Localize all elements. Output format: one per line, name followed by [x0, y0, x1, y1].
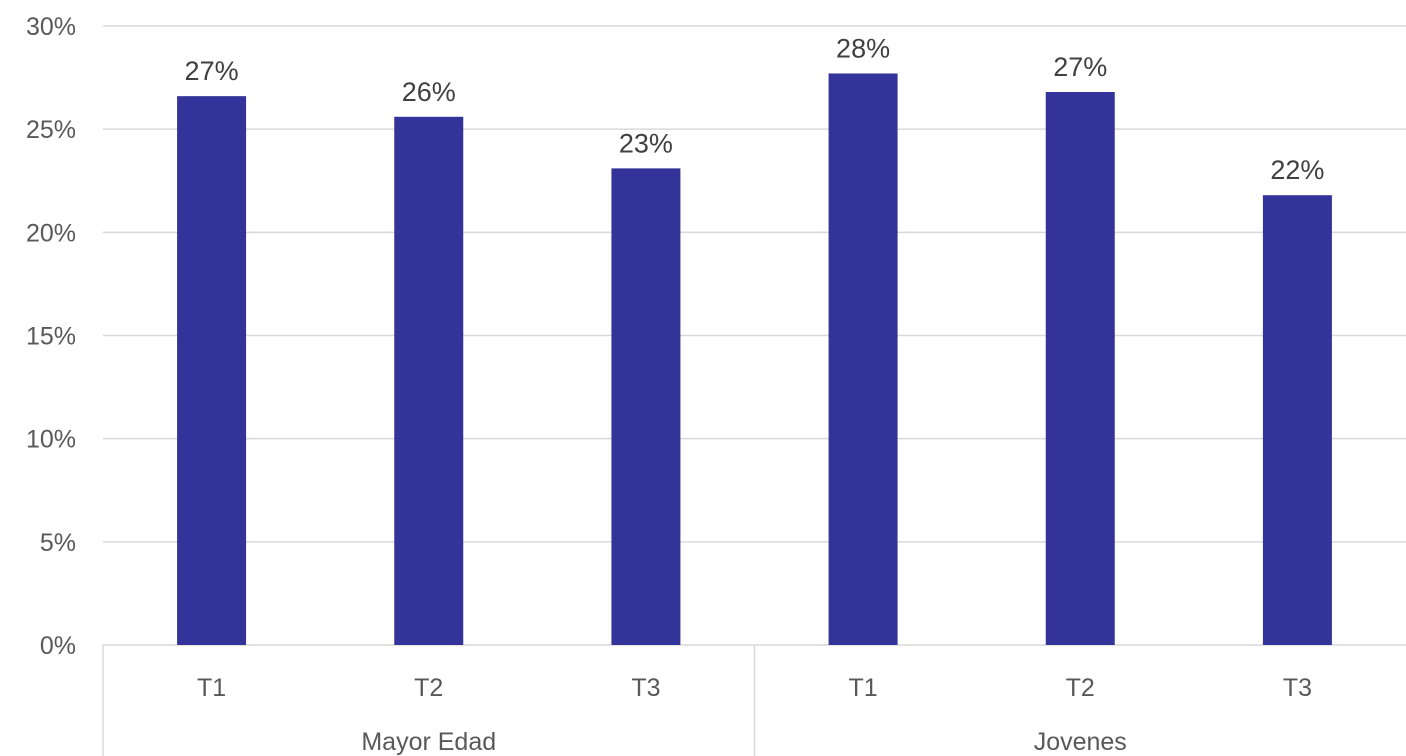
data-label: 22%	[1270, 155, 1324, 185]
x-axis: T1 T2 T3 Mayor Edad T1 T2 T3 Jovenes	[102, 645, 1312, 756]
x-category-label: T1	[197, 674, 226, 702]
data-label: 27%	[1053, 52, 1107, 82]
data-label: 28%	[836, 33, 890, 63]
bar-t3-group-2	[1262, 195, 1332, 645]
x-category-label: T2	[1066, 674, 1095, 702]
x-category-label: T1	[848, 674, 877, 702]
y-tick-label: 20%	[26, 219, 76, 247]
bar-t1-group-1	[177, 96, 247, 646]
bar-t1-group-2	[828, 73, 898, 645]
y-tick-label: 10%	[26, 426, 76, 454]
x-category-label: T3	[631, 674, 660, 702]
y-tick-label: 15%	[26, 323, 76, 351]
y-tick-label: 30%	[26, 13, 76, 41]
y-tick-label: 0%	[40, 632, 76, 660]
bar-t3-group-1	[611, 168, 681, 645]
y-axis-tick-labels: 0% 5% 10% 15% 20% 25% 30%	[26, 13, 76, 660]
gridlines	[103, 25, 1406, 646]
x-group-label: Jovenes	[1034, 728, 1127, 756]
bars	[177, 73, 1332, 646]
bar-t2-group-2	[1045, 92, 1115, 645]
data-label: 26%	[402, 77, 456, 107]
data-label: 27%	[185, 56, 239, 86]
x-group-label: Mayor Edad	[361, 728, 496, 756]
x-category-label: T2	[414, 674, 443, 702]
data-label: 23%	[619, 128, 673, 158]
y-tick-label: 25%	[26, 116, 76, 144]
y-tick-label: 5%	[40, 529, 76, 557]
x-category-label: T3	[1283, 674, 1312, 702]
data-labels: 27% 26% 23% 28% 27% 22%	[185, 33, 1325, 185]
bar-t2-group-1	[394, 116, 464, 645]
